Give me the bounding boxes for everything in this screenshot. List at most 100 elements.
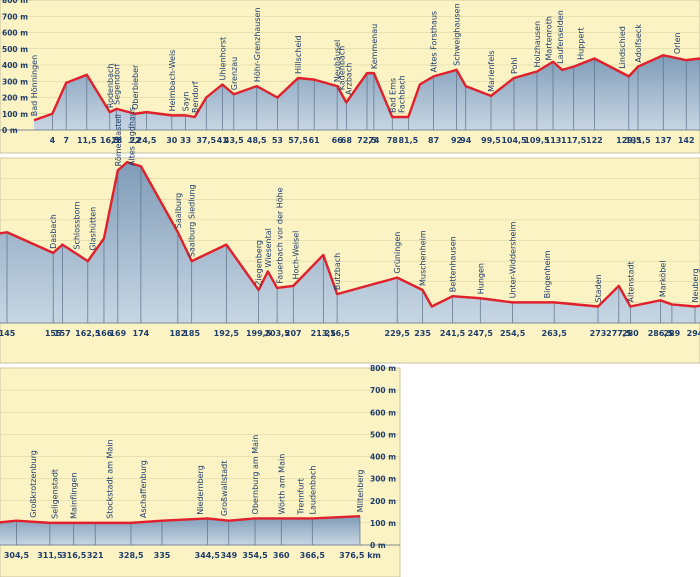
y-tick-label: 400 m [370,453,396,462]
place-label: Saalburg [174,193,183,228]
km-tick-label: 145 [0,329,16,338]
km-tick-label: 122 [586,136,603,145]
place-label: Altes Forsthaus [430,11,439,72]
place-label: Stockstadt am Main [106,439,115,518]
place-label: Marienfels [487,50,496,91]
km-tick-label: 286,5 [648,329,674,338]
km-tick-label: 18 [111,136,123,145]
km-tick-label: 185 [183,329,200,338]
km-tick-label: 113 [545,136,562,145]
km-tick-label: 43,5 [224,136,244,145]
km-tick-label: 81,5 [398,136,418,145]
place-label: Uhlenhorst [218,37,227,81]
km-tick-label: 289 [664,329,681,338]
km-tick-label: 203,5 [264,329,290,338]
y-tick-label: 500 m [370,430,396,439]
km-tick-label: 376,5 km [339,551,381,560]
y-tick-label: 700 m [2,12,28,21]
place-label: Großwallstadt [220,461,229,517]
km-tick-label: 360 [273,551,290,560]
km-tick-label: 78 [387,136,399,145]
place-label: Obernburg am Main [251,435,260,515]
km-tick-label: 280 [622,329,639,338]
km-tick-label: 155 [45,329,62,338]
km-tick-label: 247,5 [468,329,494,338]
place-label: Altes Jagdhaus [128,107,137,166]
place-label: Grenzau [230,57,239,90]
place-label: Lindschied [618,26,627,69]
place-label: Marköbel [659,261,668,298]
km-tick-label: 321 [87,551,104,560]
place-label: Miltenberg [356,470,365,513]
place-label: Grüningen [393,232,402,274]
place-label: Aschaffenburg [139,460,148,518]
panel-plot [0,515,400,546]
place-label: Hungen [476,263,485,294]
y-tick-label: 600 m [2,29,28,38]
place-label: Bad Hönningen [30,55,39,116]
place-label: Neuberg [691,268,700,302]
place-label: Schweighausen [453,3,462,66]
km-tick-label: 294 [687,329,700,338]
km-tick-label: 142 [678,136,695,145]
km-tick-label: 4 [50,136,56,145]
elevation-line [33,54,700,122]
place-label: Mainflingen [70,472,79,519]
place-label: Niedernberg [196,465,205,515]
km-tick-label: 53 [272,136,283,145]
km-tick-label: 235 [414,329,431,338]
place-label: Bingenheim [543,250,552,298]
y-tick-label: 500 m [2,45,28,54]
km-tick-label: 316,5 [61,551,87,560]
place-label: Trennfurt [296,478,305,515]
y-tick-label: 200 m [2,94,28,103]
km-tick-label: 37,5 [196,136,216,145]
place-label: Kadenbach [338,46,347,91]
km-tick-label: 349 [220,551,237,560]
panel-plot [0,54,700,131]
place-label: Adolfseck [634,24,643,63]
place-label: Glashütten [88,207,97,251]
km-tick-label: 344,5 [195,551,221,560]
place-label: Seligenstadt [51,469,60,519]
km-tick-label: 366,5 [300,551,326,560]
panel-plot [0,160,700,324]
km-tick-label: 162,5 [75,329,101,338]
km-tick-label: 273 [590,329,607,338]
km-tick-label: 335 [154,551,171,560]
km-tick-label: 328,5 [118,551,144,560]
km-tick-label: 30 [166,136,178,145]
km-tick-label: 169 [109,329,126,338]
km-tick-label: 216,5 [324,329,350,338]
place-label: Altenstadt [626,261,635,302]
place-label: Bettenhausen [449,236,458,292]
place-label: Römerkastell [114,114,123,166]
km-tick-label: 277,5 [606,329,632,338]
y-tick-label: 800 m [2,0,28,5]
place-label: Arzbach [345,63,354,95]
place-label: Holzhausen [533,21,542,68]
place-label: Hoch-Weisel [292,231,301,280]
place-label: Kemmenau [370,24,379,69]
km-tick-label: 74 [368,136,380,145]
place-label: Sayn [182,92,191,112]
km-tick-label: 16,5 [100,136,120,145]
place-label: Bendorf [191,81,200,113]
place-label: Wiesental [264,228,273,267]
km-tick-label: 182 [169,329,186,338]
place-label: Dasbach [49,214,58,249]
place-label: Bad Ems [388,78,397,113]
place-label: Schlossborn [72,201,81,249]
km-tick-label: 229,5 [385,329,411,338]
km-tick-label: 92 [451,136,462,145]
place-label: Höhr-Grenzhausen [253,7,262,82]
km-tick-label: 94 [460,136,472,145]
km-tick-label: 311,5 [37,551,63,560]
y-tick-label: 100 m [370,519,396,528]
place-label: Pohl [510,57,519,74]
km-tick-label: 199,5 [246,329,272,338]
y-tick-label: 800 m [370,364,396,373]
km-tick-label: 117,5 [561,136,587,145]
